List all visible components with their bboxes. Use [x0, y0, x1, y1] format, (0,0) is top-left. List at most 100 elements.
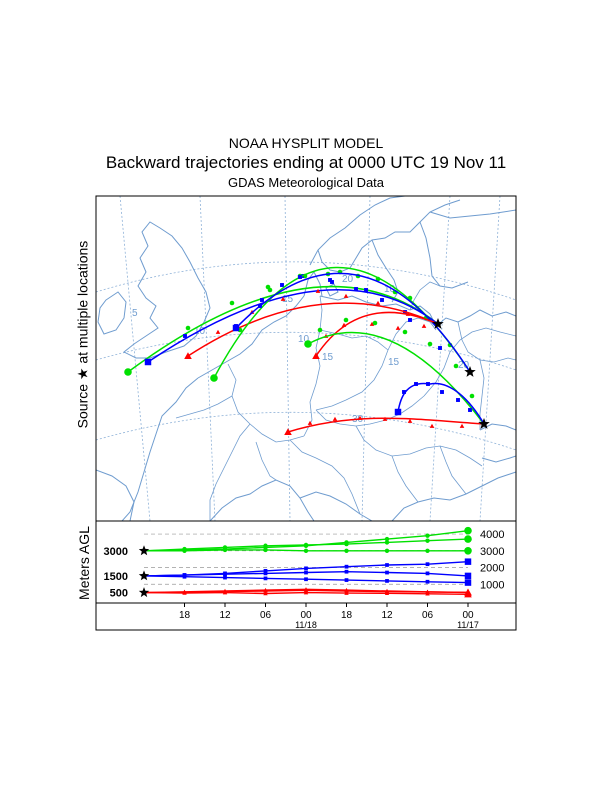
- map-trajectory-marker: [440, 390, 444, 394]
- height-point-marker: [304, 577, 308, 582]
- map-trajectory-marker: [402, 329, 408, 335]
- chart-title-line1: NOAA HYSPLIT MODEL: [228, 135, 384, 151]
- right-axis-label: 1000: [480, 579, 504, 591]
- map-trajectory-marker: [312, 352, 320, 360]
- height-series-lines: [143, 526, 472, 598]
- map-trajectory-marker: [453, 363, 459, 369]
- height-point-marker: [425, 579, 430, 584]
- map-trajectory-marker: [280, 296, 286, 301]
- time-tick-label: 18: [179, 610, 191, 621]
- start-height-label: 500: [110, 588, 128, 600]
- height-point-marker: [464, 572, 472, 580]
- map-trajectory-marker: [408, 318, 412, 322]
- map-trajectory-marker: [232, 324, 240, 332]
- map-trajectory-marker: [468, 408, 472, 412]
- height-point-marker: [303, 587, 309, 592]
- height-point-marker: [182, 590, 187, 595]
- height-point-marker: [384, 548, 390, 553]
- map-trajectory-marker: [357, 415, 363, 420]
- height-point-marker: [344, 578, 349, 582]
- height-point-marker: [263, 543, 268, 548]
- map-trajectory-marker: [280, 283, 284, 287]
- height-series-green-2: [143, 535, 472, 552]
- map-trajectory-marker: [258, 304, 262, 308]
- height-point-marker: [222, 590, 228, 595]
- lat-lon-grid: [96, 196, 516, 521]
- height-series-green-3: [144, 546, 472, 555]
- map-trajectory-marker: [469, 393, 475, 399]
- height-point-marker: [263, 587, 268, 592]
- height-point-marker: [263, 547, 268, 553]
- height-point-marker: [344, 564, 349, 569]
- map-time-label: 20: [342, 274, 354, 285]
- date-label: 11/17: [457, 620, 479, 630]
- height-point-marker: [182, 548, 187, 553]
- source-star-icon: [464, 366, 476, 377]
- height-point-marker: [425, 591, 430, 596]
- height-point-marker: [464, 535, 472, 543]
- height-point-marker: [344, 587, 349, 592]
- height-point-marker: [344, 590, 349, 595]
- map-trajectory-marker: [369, 321, 375, 326]
- map-trajectory-red-3-8: [284, 415, 485, 436]
- map-trajectory-line: [147, 289, 439, 363]
- map-trajectory-marker: [298, 275, 302, 279]
- height-point-marker: [263, 576, 268, 581]
- map-time-label: 15: [282, 294, 294, 305]
- country-borders: [175, 281, 516, 521]
- right-axis-label: 2000: [480, 563, 504, 575]
- map-trajectory-marker: [372, 320, 378, 326]
- map-trajectory-marker: [307, 420, 313, 425]
- source-star-icon: [478, 418, 490, 429]
- map-time-label: 15: [388, 357, 400, 368]
- map-trajectory-marker: [456, 398, 460, 402]
- start-star-icon: [138, 587, 150, 598]
- start-star-icon: [138, 570, 150, 581]
- height-panel: 4000 3000 2000 1000 3000 1500 500: [95, 520, 517, 604]
- map-trajectory-marker: [144, 358, 152, 366]
- map-trajectory-marker: [402, 390, 406, 394]
- height-point-marker: [425, 589, 430, 594]
- height-point-marker: [385, 579, 389, 583]
- height-series-red-3: [143, 590, 472, 598]
- height-series-blue-3: [143, 574, 472, 586]
- map-trajectory-marker: [394, 408, 402, 416]
- map-trajectory-marker: [210, 374, 218, 382]
- height-point-marker: [304, 566, 308, 571]
- map-trajectory-marker: [343, 317, 349, 323]
- map-trajectory-marker: [429, 423, 435, 428]
- time-tick-label: 12: [381, 610, 393, 621]
- start-star-icon: [138, 545, 150, 556]
- right-axis-label: 4000: [480, 529, 504, 541]
- time-tick-label: 18: [341, 610, 353, 621]
- map-time-label: 5: [132, 308, 138, 319]
- map-trajectory-marker: [328, 278, 332, 282]
- map-trajectory-marker: [438, 346, 442, 350]
- time-tick-label: 06: [422, 610, 434, 621]
- height-point-marker: [263, 591, 268, 596]
- map-time-label: 15: [322, 352, 334, 363]
- height-labels: 4000 3000 2000 1000 3000 1500 500: [104, 529, 505, 600]
- map-trajectory-marker: [317, 327, 323, 333]
- height-point-marker: [344, 548, 349, 553]
- map-trajectory-green-2-3: [210, 266, 471, 382]
- map-trajectory-marker: [183, 334, 187, 338]
- height-point-marker: [385, 570, 389, 575]
- map-trajectory-line: [187, 302, 439, 357]
- map-trajectory-marker: [380, 298, 384, 302]
- height-point-marker: [263, 571, 268, 576]
- map-trajectory-marker: [185, 325, 191, 331]
- height-point-marker: [344, 569, 349, 574]
- source-star-icon: [432, 318, 444, 329]
- height-point-marker: [464, 526, 472, 535]
- map-trajectory-marker: [375, 300, 381, 305]
- map-trajectory-marker: [421, 323, 427, 328]
- map-trajectory-line: [287, 417, 485, 433]
- map-trajectory-blue-2-4: [232, 272, 471, 373]
- height-point-marker: [385, 563, 389, 567]
- map-trajectory-marker: [395, 325, 401, 330]
- map-trajectory-marker: [414, 382, 418, 386]
